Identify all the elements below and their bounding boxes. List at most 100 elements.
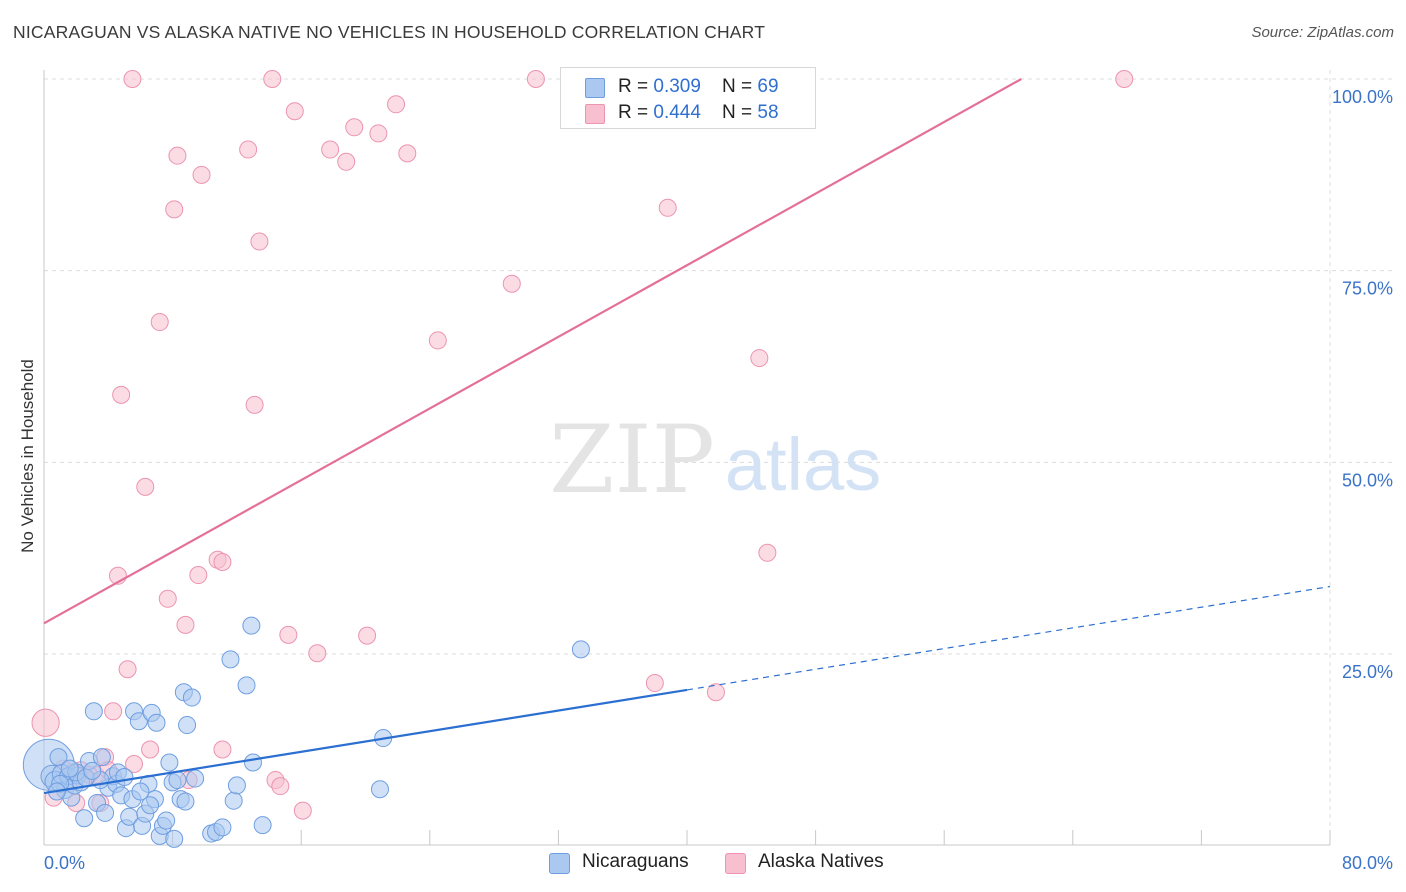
alaska-natives-point xyxy=(118,660,137,679)
alaska-natives-trend-line xyxy=(43,78,1022,625)
alaska-natives-point xyxy=(239,140,258,159)
nicaraguans-point xyxy=(168,771,187,790)
nicaraguans-point xyxy=(147,713,166,732)
alaska-natives-point xyxy=(213,740,232,759)
alaska-natives-point xyxy=(387,95,406,114)
alaska-natives-point xyxy=(176,615,195,634)
nicaraguans-point xyxy=(157,811,176,830)
alaska-natives-point xyxy=(125,755,144,774)
legend-swatch-alaska-natives xyxy=(585,104,605,124)
nicaraguans-point xyxy=(129,712,148,731)
alaska-natives-point xyxy=(213,553,232,571)
alaska-natives-point xyxy=(337,152,356,171)
nicaraguans-point xyxy=(182,688,201,707)
legend-n-label: N = xyxy=(722,76,758,97)
y-tick-label: 75.0% xyxy=(1342,279,1393,299)
alaska-natives-point xyxy=(192,165,211,184)
bottom-legend-swatch-alaska-natives xyxy=(725,853,746,874)
nicaraguans-point xyxy=(224,791,243,810)
alaska-natives-point xyxy=(308,644,327,663)
y-axis-label: No Vehicles in Household xyxy=(18,359,37,553)
legend-n-label: N = xyxy=(722,102,758,123)
y-tick-label: 100.0% xyxy=(1332,87,1393,107)
nicaraguans-point xyxy=(253,816,272,835)
trend-lines xyxy=(43,78,1331,795)
legend-r-value-nicaraguans: 0.309 xyxy=(653,76,701,97)
alaska-natives-point xyxy=(141,740,160,759)
alaska-natives-point xyxy=(750,349,769,368)
alaska-natives-point xyxy=(104,702,123,721)
legend-r-label: R = xyxy=(618,76,654,97)
alaska-natives-point xyxy=(369,124,388,143)
alaska-natives-point xyxy=(658,198,677,217)
alaska-natives-point xyxy=(1115,70,1134,88)
legend-r-value-alaska-natives: 0.444 xyxy=(653,102,701,123)
nicaraguans-point xyxy=(96,803,115,822)
alaska-natives-point xyxy=(321,140,340,159)
nicaraguans-point xyxy=(370,780,389,799)
alaska-natives-point xyxy=(245,395,264,414)
alaska-natives-point xyxy=(136,477,155,496)
alaska-natives-point xyxy=(158,589,177,608)
nicaraguans-point xyxy=(165,829,184,848)
correlation-legend: R = 0.309 N = 69 R = 0.444 N = 58 xyxy=(560,67,816,129)
nicaraguans-point xyxy=(242,616,261,635)
nicaraguans-point xyxy=(213,818,232,837)
nicaraguans-point xyxy=(75,809,94,828)
chart-title: NICARAGUAN VS ALASKA NATIVE NO VEHICLES … xyxy=(13,22,766,42)
alaska-natives-point xyxy=(428,331,447,350)
nicaraguans-point xyxy=(60,759,79,778)
alaska-natives-point xyxy=(271,777,290,796)
watermark: ZIP atlas xyxy=(549,406,881,515)
watermark-atlas: atlas xyxy=(725,423,881,506)
tick-labels: 25.0% 50.0% 75.0% 100.0% 0.0% 80.0% xyxy=(44,87,1393,873)
source-label: Source: ZipAtlas.com xyxy=(1251,24,1394,41)
legend-n-value-nicaraguans: 69 xyxy=(757,76,779,97)
nicaraguans-points xyxy=(22,616,590,848)
alaska-natives-point xyxy=(189,566,208,585)
legend-r-label: R = xyxy=(618,102,654,123)
alaska-natives-point xyxy=(645,674,664,693)
y-tick-label: 25.0% xyxy=(1342,662,1393,682)
nicaraguans-point xyxy=(178,716,197,735)
alaska-natives-point xyxy=(398,144,417,163)
alaska-natives-point xyxy=(758,543,777,562)
alaska-natives-point xyxy=(165,200,184,219)
alaska-natives-point xyxy=(293,801,312,820)
x-tick-label: 80.0% xyxy=(1342,853,1393,873)
alaska-natives-point xyxy=(358,626,377,645)
nicaraguans-point xyxy=(141,796,160,815)
nicaraguans-point xyxy=(571,640,590,659)
alaska-natives-point xyxy=(112,385,131,404)
nicaraguans-point xyxy=(227,776,246,795)
nicaraguans-trend-extension xyxy=(686,585,1331,691)
alaska-natives-point xyxy=(345,118,364,137)
alaska-natives-point xyxy=(250,232,269,251)
bottom-legend-label-alaska-natives: Alaska Natives xyxy=(758,851,884,872)
nicaraguans-point xyxy=(186,769,205,788)
nicaraguans-point xyxy=(160,753,179,772)
alaska-natives-point xyxy=(123,70,142,88)
alaska-natives-point xyxy=(263,70,282,88)
alaska-natives-point xyxy=(168,146,187,165)
nicaraguans-point xyxy=(83,761,102,780)
nicaraguans-point xyxy=(115,768,134,787)
bottom-legend-label-nicaraguans: Nicaraguans xyxy=(582,851,689,872)
alaska-natives-point xyxy=(31,708,60,737)
watermark-zip: ZIP xyxy=(549,406,715,515)
alaska-natives-point xyxy=(526,70,545,88)
alaska-natives-point xyxy=(150,313,169,332)
nicaraguans-trend-line xyxy=(43,688,688,795)
nicaraguans-point xyxy=(92,748,111,767)
nicaraguans-point xyxy=(221,650,240,669)
nicaraguans-point xyxy=(84,702,103,721)
alaska-natives-points xyxy=(31,70,1134,820)
alaska-natives-point xyxy=(279,625,298,644)
legend-swatch-nicaraguans xyxy=(585,78,605,98)
legend-n-value-alaska-natives: 58 xyxy=(757,102,779,123)
nicaraguans-point xyxy=(243,753,262,772)
alaska-natives-point xyxy=(285,102,304,121)
nicaraguans-point xyxy=(237,676,256,695)
x-tick-label: 0.0% xyxy=(44,853,85,873)
